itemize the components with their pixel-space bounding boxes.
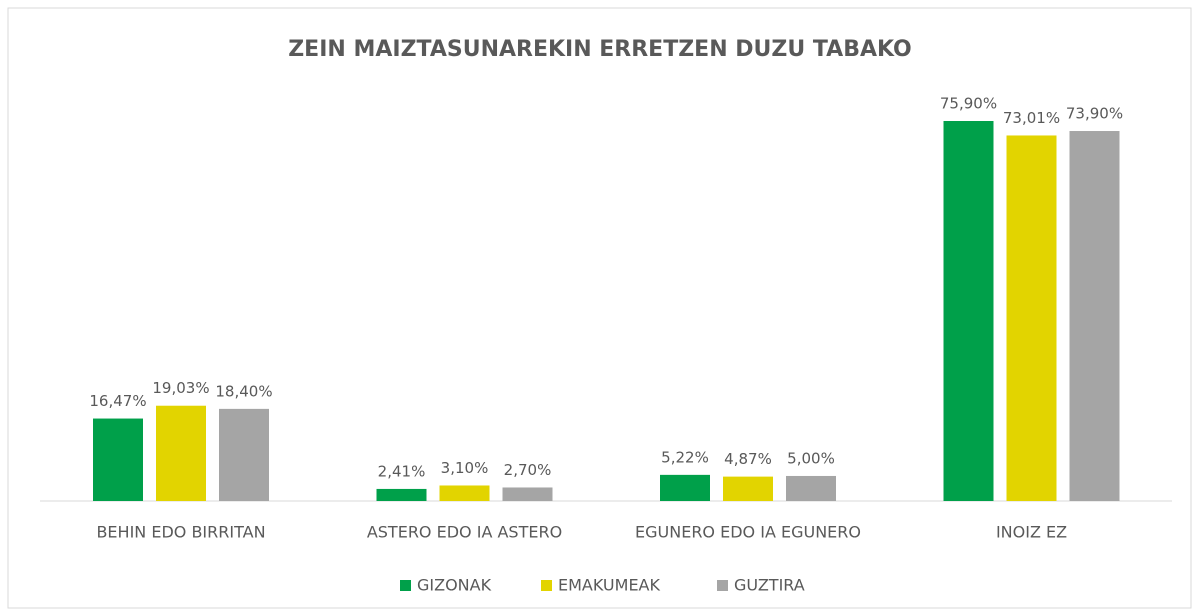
legend-label: GUZTIRA [734,576,805,595]
bar [93,418,143,501]
legend-swatch [717,580,728,591]
value-label: 2,70% [504,461,552,479]
x-tick-label: INOIZ EZ [996,523,1067,542]
bar [943,121,994,501]
chart-border [7,7,1192,609]
value-label: 19,03% [152,379,209,397]
x-tick-label: BEHIN EDO BIRRITAN [96,523,265,542]
bar [1069,131,1120,501]
x-tick-label: EGUNERO EDO IA EGUNERO [635,523,861,542]
bar [156,405,206,501]
value-label: 2,41% [378,462,426,480]
value-label: 5,00% [787,449,835,467]
x-tick-label: ASTERO EDO IA ASTERO [367,523,562,542]
value-label: 16,47% [89,392,146,410]
value-label: 4,87% [724,450,772,468]
value-label: 18,40% [215,382,272,400]
value-label: 75,90% [940,95,997,113]
bar [723,476,773,501]
bar [502,487,553,501]
bar [219,408,269,501]
legend-label: EMAKUMEAK [558,576,660,595]
bar [1006,135,1057,501]
legend-label: GIZONAK [417,576,492,595]
value-label: 73,01% [1003,109,1060,127]
chart-title: ZEIN MAIZTASUNAREKIN ERRETZEN DUZU TABAK… [288,37,912,62]
legend-swatch [541,580,552,591]
bar [786,475,836,501]
bar [376,488,427,501]
value-label: 5,22% [661,448,709,466]
bar [439,485,490,501]
value-label: 3,10% [441,459,489,477]
value-label: 73,90% [1066,105,1123,123]
bar [660,474,710,501]
legend-swatch [400,580,411,591]
